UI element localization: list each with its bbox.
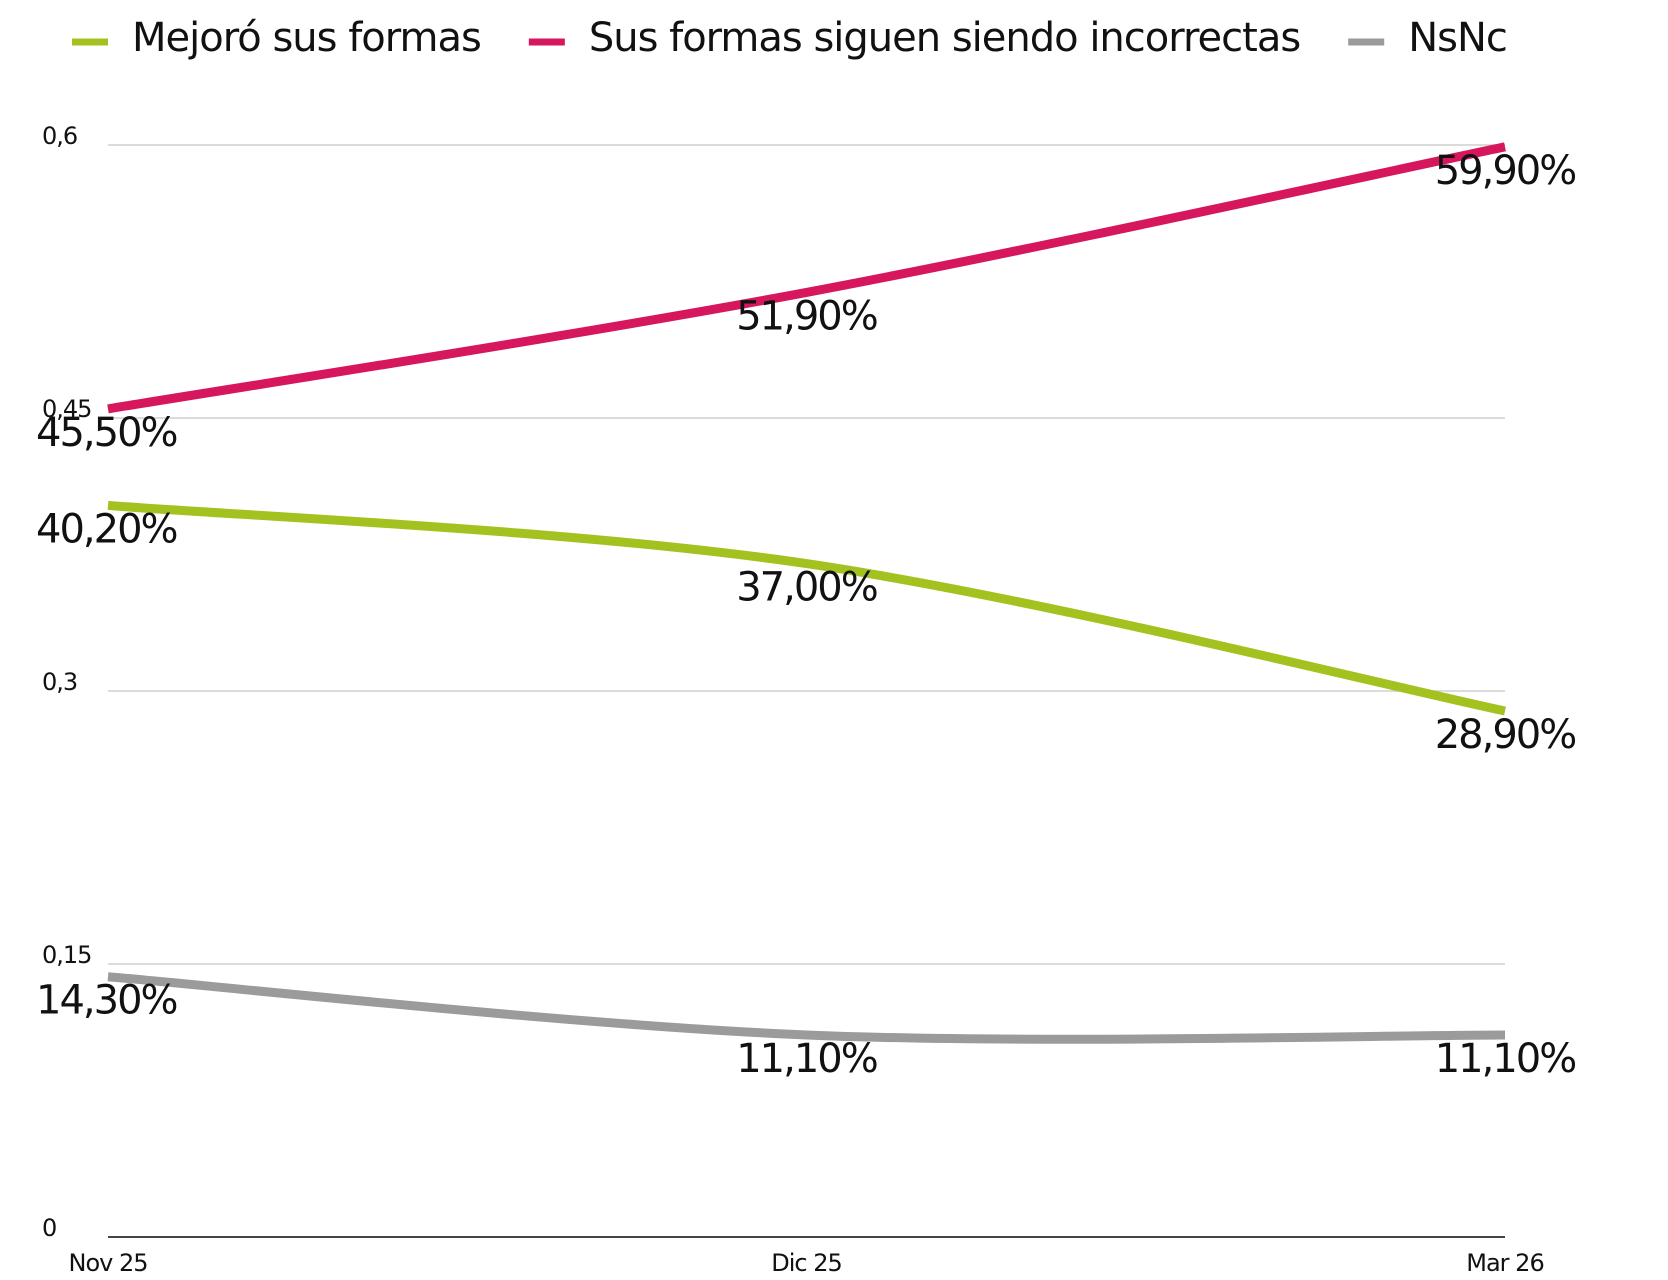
data-label: 40,20%	[36, 506, 177, 552]
data-label: 59,90%	[1435, 148, 1576, 194]
data-label: 11,10%	[736, 1036, 877, 1082]
y-tick-label: 0,15	[42, 941, 91, 969]
data-label: 14,30%	[36, 978, 177, 1024]
y-tick-label: 0,6	[42, 122, 77, 150]
legend-label: Sus formas siguen siendo incorrectas	[589, 15, 1300, 61]
x-tick-label: Dic 25	[771, 1249, 842, 1277]
line-series	[107, 972, 1506, 1044]
data-label: 51,90%	[736, 293, 877, 339]
x-tick-label: Nov 25	[68, 1249, 147, 1277]
y-tick-label: 0,45	[42, 395, 91, 423]
y-tick-label: 0	[42, 1214, 56, 1242]
line-series	[107, 142, 1506, 414]
legend-label: NsNc	[1408, 15, 1507, 61]
x-tick-label: Mar 26	[1466, 1249, 1543, 1277]
y-tick-label: 0,3	[42, 668, 77, 696]
data-label: 45,50%	[36, 410, 177, 456]
line-series	[107, 500, 1506, 716]
data-label: 28,90%	[1435, 712, 1576, 758]
legend-label: Mejoró sus formas	[132, 15, 481, 61]
data-label: 37,00%	[736, 565, 877, 611]
data-label: 11,10%	[1435, 1036, 1576, 1082]
